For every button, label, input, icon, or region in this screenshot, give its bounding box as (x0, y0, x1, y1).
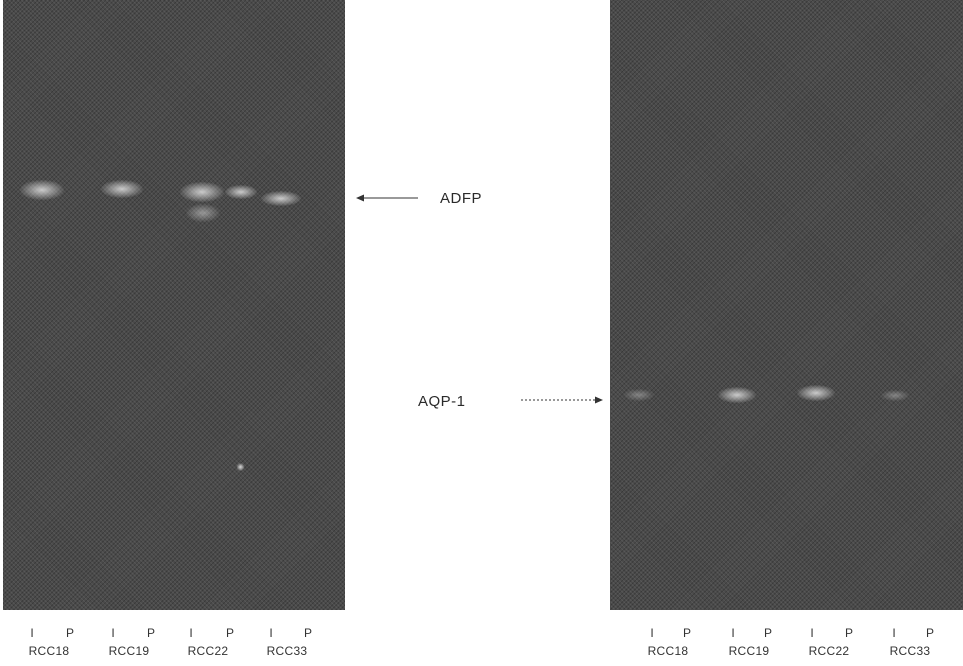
band-rcc19-i (718, 387, 756, 403)
lane-mark: P (65, 626, 74, 640)
sample-label: RCC18 (28, 644, 70, 658)
sample-label: RCC33 (266, 644, 308, 658)
band-rcc18-i (624, 389, 654, 401)
band-rcc33-i (261, 191, 301, 206)
sample-label: RCC18 (647, 644, 689, 658)
band-rcc18-i (20, 180, 64, 200)
sample-labels-right: RCC18 RCC19 RCC22 RCC33 (610, 644, 963, 660)
lane-mark: I (731, 626, 735, 640)
band-rcc22-p (225, 185, 257, 199)
speck (236, 463, 245, 471)
lane-mark: P (303, 626, 312, 640)
band-rcc33-i (881, 390, 909, 401)
lane-mark: I (810, 626, 814, 640)
band-rcc19-i (101, 180, 143, 198)
lane-mark: I (650, 626, 654, 640)
sample-label: RCC33 (889, 644, 931, 658)
arrow-left-icon (356, 194, 418, 202)
lane-mark: P (763, 626, 772, 640)
gel-image-aqp1 (610, 0, 963, 610)
lane-mark: I (189, 626, 193, 640)
lane-mark: I (892, 626, 896, 640)
lane-mark: P (682, 626, 691, 640)
sample-labels-left: RCC18 RCC19 RCC22 RCC33 (0, 644, 345, 660)
lane-mark: I (111, 626, 115, 640)
gel-image-adfp (3, 0, 345, 610)
band-rcc22-lower (186, 204, 220, 222)
lane-mark: P (146, 626, 155, 640)
sample-label: RCC22 (187, 644, 229, 658)
target-label-adfp: ADFP (440, 190, 483, 207)
sample-label: RCC19 (108, 644, 150, 658)
target-label-aqp1: AQP-1 (418, 393, 466, 410)
sample-label: RCC19 (728, 644, 770, 658)
lane-mark: P (844, 626, 853, 640)
band-rcc22-i (797, 385, 835, 401)
band-rcc22-i (180, 182, 224, 202)
lane-mark: P (925, 626, 934, 640)
lane-mark: P (225, 626, 234, 640)
lane-marks-right: I P I P I P I P (610, 626, 963, 642)
lane-mark: I (269, 626, 273, 640)
arrow-right-icon (521, 396, 603, 404)
lane-marks-left: I P I P I P I P (0, 626, 345, 642)
lane-mark: I (30, 626, 34, 640)
sample-label: RCC22 (808, 644, 850, 658)
